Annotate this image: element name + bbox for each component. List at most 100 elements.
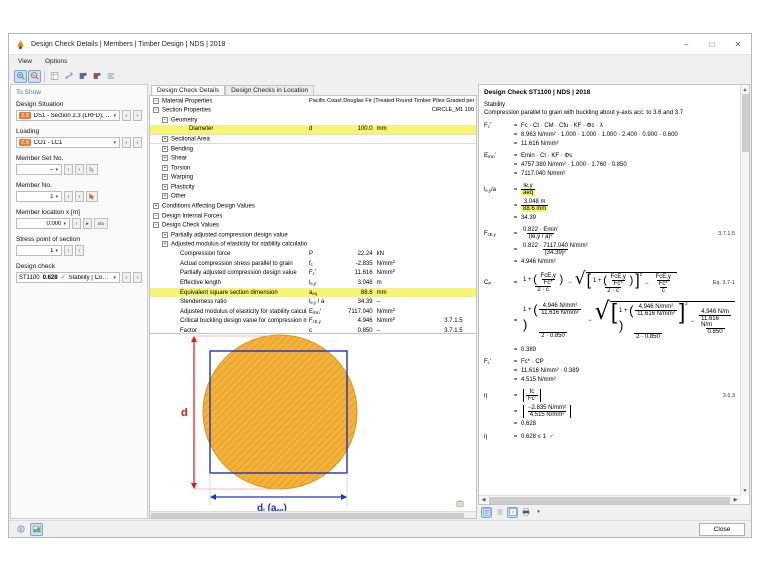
member-location-prev-button[interactable]: ‹ — [72, 218, 81, 229]
tab-design-check-details[interactable]: Design Check Details — [151, 84, 226, 95]
scroll-up-icon[interactable]: ▲ — [742, 86, 748, 93]
diagram-settings-icon[interactable] — [456, 500, 464, 508]
loading-next-button[interactable]: › — [133, 137, 142, 148]
print-dropdown-icon[interactable]: ▾ — [537, 509, 540, 515]
diagram-horizontal-scrollbar[interactable] — [150, 511, 476, 518]
expand-toggle-icon[interactable]: + — [162, 145, 168, 152]
print-icon[interactable] — [520, 507, 531, 518]
expand-toggle-icon[interactable]: + — [162, 183, 168, 190]
expand-toggle-icon[interactable]: − — [153, 97, 159, 104]
member-no-prev-button[interactable]: ‹ — [64, 191, 73, 202]
chevron-down-icon[interactable]: ▾ — [113, 112, 116, 119]
table-row[interactable]: Critical buckling design value for compr… — [150, 317, 476, 327]
table-icon[interactable] — [48, 70, 61, 83]
expand-toggle-icon[interactable]: + — [162, 241, 168, 248]
member-pick-icon[interactable] — [86, 191, 98, 202]
menu-item-options[interactable]: Options — [44, 58, 68, 65]
chevron-down-icon[interactable]: ▾ — [55, 166, 58, 173]
design-check-next-button[interactable]: › — [133, 272, 142, 283]
table-row[interactable]: Equivalent square section dimension aeq 88… — [150, 287, 476, 298]
member-no-next-button[interactable]: › — [75, 191, 84, 202]
expand-toggle-icon[interactable]: − — [153, 222, 159, 229]
formula-vscroll-thumb[interactable] — [742, 94, 749, 152]
expand-toggle-icon[interactable]: − — [162, 116, 168, 123]
table-row[interactable]: + Torsion — [150, 163, 476, 173]
maximize-button[interactable]: □ — [709, 39, 715, 49]
table-row[interactable]: − Material Properties Pacific Coast Dougla… — [150, 96, 476, 106]
table-row[interactable]: + Plasticity — [150, 182, 476, 192]
table-row[interactable]: Slenderness ratio le,y / a 34.39– — [150, 297, 476, 307]
table-row[interactable]: + Sectional Area — [150, 133, 476, 145]
expand-toggle-icon[interactable]: + — [153, 203, 159, 210]
expand-toggle-icon[interactable]: + — [162, 174, 168, 181]
table-row[interactable]: Factor c 0.850– 3.7.1.5 — [150, 326, 476, 333]
table-row[interactable]: − Section Properties CIRCLE_M1 100 — [150, 106, 476, 116]
scroll-right-icon[interactable]: ▶ — [733, 497, 738, 503]
chevron-down-icon[interactable]: ▾ — [113, 139, 116, 146]
formula-panel[interactable]: Design Check ST1100 | NDS | 2018 Stabili… — [478, 84, 750, 505]
expand-toggle-icon[interactable]: + — [162, 193, 168, 200]
table-row[interactable]: + Warping — [150, 173, 476, 183]
loading-prev-button[interactable]: ‹ — [122, 137, 131, 148]
member-no-select[interactable]: 1 ▾ — [16, 191, 62, 202]
table-row[interactable]: − Design Internal Forces — [150, 211, 476, 221]
design-check-tree[interactable]: − Material Properties Pacific Coast Dougla… — [149, 95, 477, 334]
member-set-pick-icon[interactable] — [86, 164, 98, 175]
chevron-down-icon[interactable]: ▾ — [55, 193, 58, 200]
table-row[interactable]: + Bending — [150, 144, 476, 154]
design-situation-prev-button[interactable]: ‹ — [122, 110, 131, 121]
chevron-down-icon[interactable]: ▾ — [55, 247, 58, 254]
info-icon[interactable]: i — [14, 523, 27, 536]
settings-blue-icon[interactable] — [76, 70, 89, 83]
table-row[interactable]: + Adjusted modulus of elasticity for stab… — [150, 240, 476, 250]
loading-select[interactable]: 2.3 CO1 - LC1 ▾ — [16, 137, 120, 148]
table-row[interactable]: Compression force P 22.24 kN — [150, 250, 476, 260]
table-row[interactable]: − Design Check Values — [150, 221, 476, 231]
formula-view-icon[interactable]: f — [507, 506, 518, 518]
table-row[interactable]: Adjusted modulus of elasticity for stabi… — [150, 307, 476, 317]
menu-item-view[interactable]: View — [18, 58, 32, 65]
member-set-no-select[interactable]: – ▾ — [16, 164, 62, 175]
expand-toggle-icon[interactable]: + — [162, 155, 168, 162]
detail-list-icon[interactable] — [494, 507, 505, 518]
member-set-no-next-button[interactable]: › — [75, 164, 84, 175]
table-row[interactable]: Actual compression stress parallel to gr… — [150, 259, 476, 269]
chevron-down-icon[interactable]: ▾ — [63, 220, 66, 227]
member-set-no-prev-button[interactable]: ‹ — [64, 164, 73, 175]
scroll-down-icon[interactable]: ▼ — [742, 487, 748, 494]
table-row[interactable]: Diameter d 100.0 mm — [150, 124, 476, 135]
table-row[interactable]: Effective length le,y 3.048 m — [150, 278, 476, 288]
diagram-scroll-thumb[interactable] — [151, 513, 464, 518]
tab-design-checks-in-location[interactable]: Design Checks in Location — [225, 84, 315, 95]
close-window-button[interactable]: ✕ — [734, 39, 742, 49]
zoom-in-icon[interactable] — [14, 69, 27, 83]
scroll-left-icon[interactable]: ◀ — [481, 497, 486, 503]
design-check-select[interactable]: ST1100 0.628 ✓ Stability | Compr... ▾ — [16, 272, 120, 283]
member-location-next-button[interactable]: ▸ — [83, 218, 92, 229]
design-situation-select[interactable]: 2.3 DS1 - Section 2.3 (LRFD), 1. to... ▾ — [16, 110, 120, 121]
expand-toggle-icon[interactable]: + — [162, 164, 168, 171]
cross-section-diagram[interactable]: d di (aeq) — [149, 334, 477, 519]
expand-toggle-icon[interactable]: + — [162, 135, 168, 142]
stress-point-prev-button[interactable]: ‹ — [64, 245, 73, 256]
graphic-icon[interactable] — [30, 522, 43, 536]
table-row[interactable]: + Shear — [150, 154, 476, 164]
stress-point-select[interactable]: 1 ▾ — [16, 245, 62, 256]
list-icon[interactable] — [104, 70, 117, 83]
table-row[interactable]: − Geometry — [150, 115, 476, 125]
zoom-out-icon[interactable] — [28, 69, 41, 83]
expand-toggle-icon[interactable]: − — [153, 107, 159, 114]
formula-hscroll-thumb[interactable] — [489, 496, 730, 504]
chevron-down-icon[interactable]: ▾ — [113, 274, 116, 281]
table-row[interactable]: Partially adjusted compression design va… — [150, 269, 476, 279]
expand-toggle-icon[interactable]: + — [162, 231, 168, 238]
expand-toggle-icon[interactable]: − — [153, 212, 159, 219]
table-row[interactable]: + Other — [150, 192, 476, 202]
minimize-button[interactable]: – — [683, 39, 689, 49]
formula-vertical-scrollbar[interactable]: ▲ ▼ — [740, 85, 749, 495]
design-situation-next-button[interactable]: › — [133, 110, 142, 121]
stress-point-next-button[interactable]: › — [75, 245, 84, 256]
member-location-unit-toggle[interactable]: x/xₗ — [94, 218, 108, 229]
units-icon[interactable] — [62, 70, 75, 83]
table-row[interactable]: + Conditions Affecting Design Values — [150, 202, 476, 212]
